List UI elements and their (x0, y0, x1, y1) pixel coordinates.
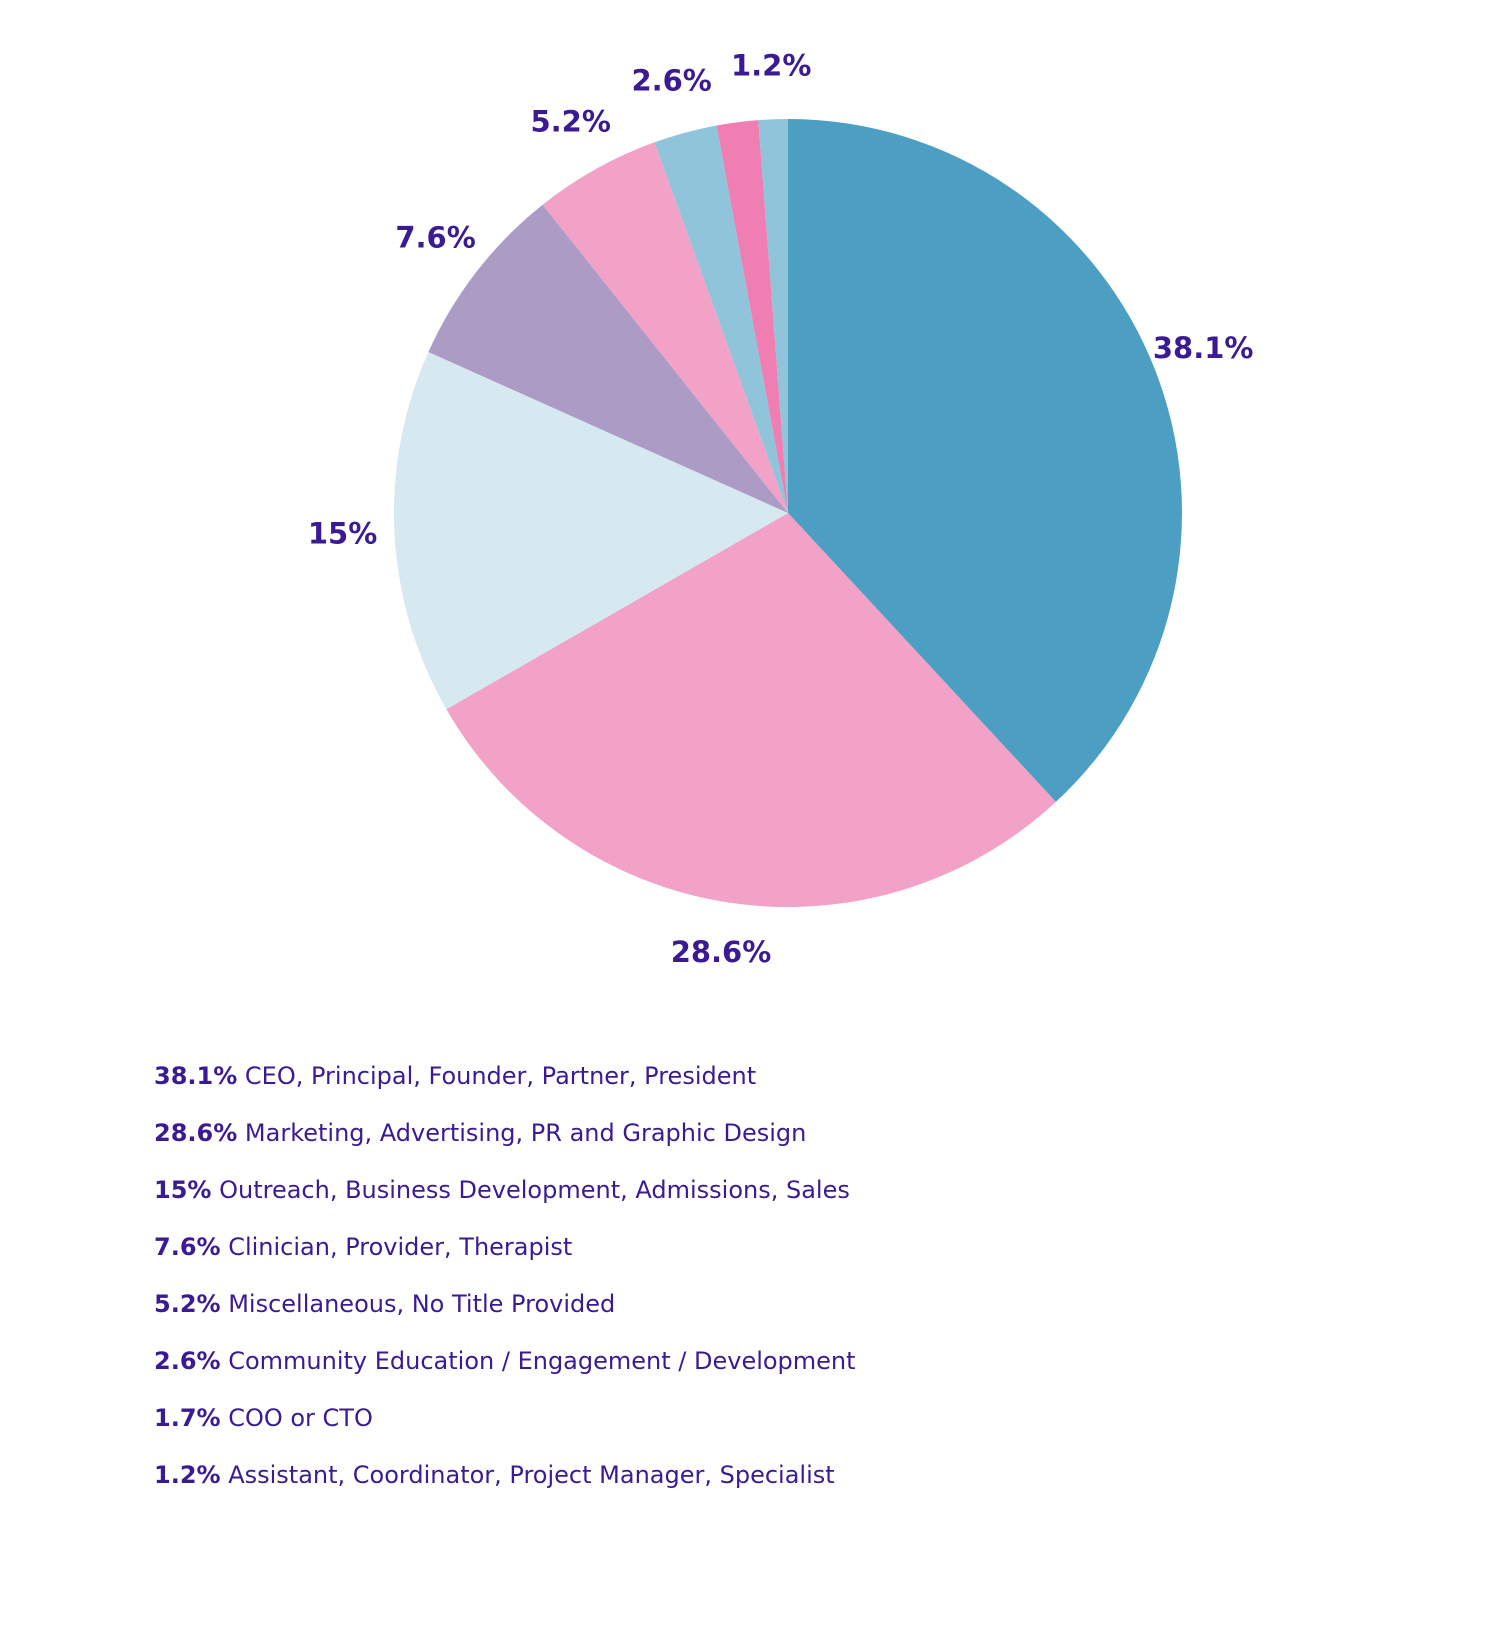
legend-label: COO or CTO (228, 1404, 373, 1432)
legend-label: Outreach, Business Development, Admissio… (219, 1176, 850, 1204)
pie-slice (716, 120, 788, 514)
legend-value: 5.2% (154, 1290, 221, 1318)
legend-entry: 5.2% Miscellaneous, No Title Provided (154, 1290, 615, 1318)
pie-slice (758, 119, 788, 513)
legend-entry: 38.1% CEO, Principal, Founder, Partner, … (154, 1062, 756, 1090)
legend-value: 15% (154, 1176, 211, 1204)
legend-value: 2.6% (154, 1347, 221, 1375)
slice-label: 5.2% (530, 105, 610, 139)
legend-entry: 2.6% Community Education / Engagement / … (154, 1347, 856, 1375)
slice-label: 2.6% (631, 63, 711, 97)
legend-value: 38.1% (154, 1062, 237, 1090)
legend-entry: 1.7% COO or CTO (154, 1404, 373, 1432)
legend-entry: 7.6% Clinician, Provider, Therapist (154, 1233, 572, 1261)
pie-slice (446, 513, 1056, 907)
slice-label: 15% (308, 516, 377, 550)
legend-label: Clinician, Provider, Therapist (228, 1233, 572, 1261)
legend-entry: 15% Outreach, Business Development, Admi… (154, 1176, 850, 1204)
legend-value: 7.6% (154, 1233, 221, 1261)
legend-entry: 28.6% Marketing, Advertising, PR and Gra… (154, 1119, 806, 1147)
legend-value: 1.2% (154, 1461, 221, 1489)
pie-slice (393, 351, 788, 710)
slice-label: 28.6% (671, 935, 772, 969)
slice-label: 7.6% (395, 221, 475, 255)
legend-label: Community Education / Engagement / Devel… (228, 1347, 855, 1375)
pie-slice (654, 125, 788, 514)
legend-label: Marketing, Advertising, PR and Graphic D… (245, 1119, 806, 1147)
pie-slice (428, 204, 788, 513)
legend-value: 28.6% (154, 1119, 237, 1147)
pie-slice (788, 119, 1182, 802)
legend-label: CEO, Principal, Founder, Partner, Presid… (245, 1062, 756, 1090)
legend-value: 1.7% (154, 1404, 221, 1432)
legend-entry: 1.2% Assistant, Coordinator, Project Man… (154, 1461, 835, 1489)
slice-label: 38.1% (1153, 331, 1254, 365)
pie-slice (542, 142, 788, 514)
legend-label: Miscellaneous, No Title Provided (228, 1290, 615, 1318)
slice-label: 1.2% (731, 48, 811, 82)
legend-label: Assistant, Coordinator, Project Manager,… (228, 1461, 834, 1489)
